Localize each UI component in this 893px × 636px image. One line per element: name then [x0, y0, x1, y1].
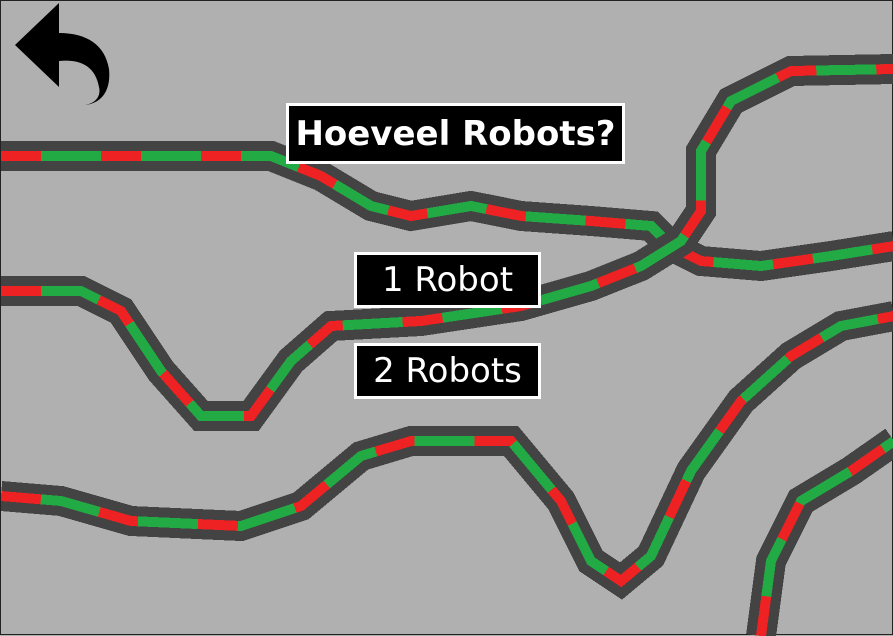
- title-text: Hoeveel Robots?: [295, 113, 616, 154]
- track-1-red-line: [1, 151, 893, 272]
- two-robots-button[interactable]: 2 Robots: [354, 343, 541, 399]
- one-robot-button[interactable]: 1 Robot: [354, 252, 541, 308]
- track-3-red-line: [1, 311, 893, 588]
- track-2-green-line: [1, 64, 893, 421]
- track-4-red-line: [756, 436, 893, 636]
- back-arrow-icon: [15, 3, 110, 105]
- track-1-green-line: [1, 151, 893, 272]
- title-label: Hoeveel Robots?: [286, 103, 625, 164]
- one-robot-label: 1 Robot: [381, 260, 514, 300]
- back-button[interactable]: [13, 3, 113, 105]
- two-robots-label: 2 Robots: [373, 351, 522, 391]
